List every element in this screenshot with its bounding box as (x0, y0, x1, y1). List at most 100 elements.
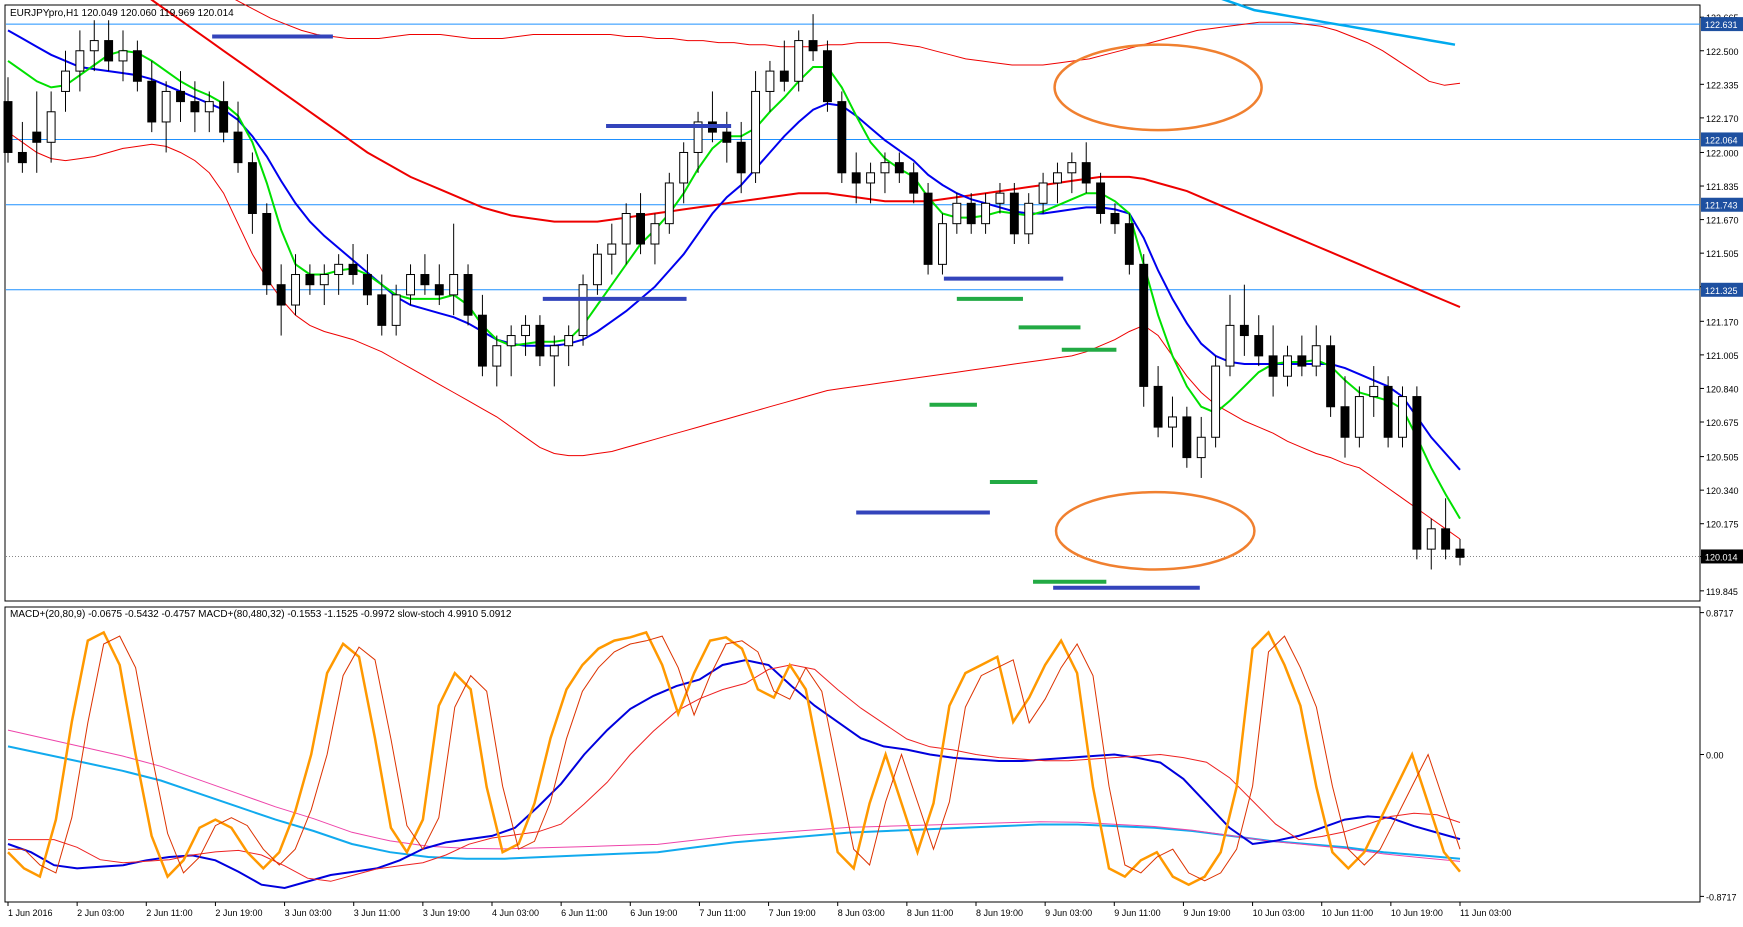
price-tick-label: 122.500 (1706, 47, 1739, 57)
candle-body (592, 253, 602, 286)
candle-body (1426, 528, 1436, 550)
time-tick-label: 4 Jun 03:00 (492, 908, 539, 918)
candle-body (1182, 416, 1192, 459)
price-tick-label: 121.835 (1706, 182, 1739, 192)
price-tick-label: 120.840 (1706, 384, 1739, 394)
price-tick-label: 120.340 (1706, 486, 1739, 496)
candle-body (866, 172, 876, 184)
candle-body (1340, 406, 1350, 438)
level-price-badge-text: 121.325 (1705, 286, 1738, 296)
candle-body (61, 70, 70, 92)
candle-body (1153, 385, 1163, 428)
price-panel-frame (4, 4, 1701, 602)
candle-body (362, 274, 372, 296)
time-tick-label: 9 Jun 03:00 (1045, 908, 1092, 918)
level-price-badge (1701, 197, 1743, 212)
long-moving-average-line (1221, 0, 1456, 46)
candle-body (650, 223, 660, 245)
stochastic-line (7, 630, 1461, 887)
candle-body (420, 274, 430, 286)
level-price-badge (1701, 17, 1743, 32)
candle-body (1412, 396, 1422, 550)
candle-body (779, 70, 789, 82)
price-tick-label: 119.845 (1706, 587, 1738, 597)
candle-body (535, 324, 545, 357)
price-tick-label: 120.175 (1706, 520, 1739, 530)
candle-body (1455, 548, 1465, 558)
candle-body (75, 50, 85, 72)
time-tick-label: 6 Jun 11:00 (561, 908, 607, 918)
candle-body (291, 274, 300, 306)
candle-body (621, 212, 631, 245)
candle-body (736, 141, 746, 174)
candle-body (1398, 396, 1407, 438)
candle-body (952, 202, 962, 225)
candle-body (492, 345, 502, 367)
level-price-badge (1701, 282, 1743, 297)
time-tick-label: 9 Jun 11:00 (1114, 908, 1160, 918)
time-tick-label: 10 Jun 19:00 (1391, 908, 1443, 918)
level-price-badge (1701, 132, 1743, 147)
candle-body (1211, 365, 1221, 438)
candle-body (1225, 324, 1235, 367)
time-tick-label: 8 Jun 11:00 (907, 908, 953, 918)
current-price-badge (1701, 549, 1743, 564)
candle-body (1009, 192, 1019, 235)
candle-body (938, 223, 947, 265)
candle-body (923, 192, 933, 265)
candle-body (1383, 385, 1393, 438)
indicator-panel-header: MACD+(20,80,9) -0.0675 -0.5432 -0.4757 M… (10, 609, 512, 620)
candle-body (319, 274, 329, 286)
candle-body (147, 80, 157, 123)
time-tick-label: 8 Jun 19:00 (976, 908, 1023, 918)
candle-body (880, 162, 890, 174)
candle-body (506, 335, 516, 347)
candle-body (837, 101, 847, 174)
candle-body (636, 212, 646, 245)
candle-body (1369, 385, 1379, 398)
candle-body (176, 90, 185, 103)
mid-moving-average-line (7, 29, 1461, 471)
price-tick-label: 122.000 (1706, 148, 1739, 158)
candle-body (1110, 212, 1120, 225)
candle-body (434, 284, 444, 296)
upper-band-line (235, 0, 1461, 86)
time-tick-label: 8 Jun 03:00 (838, 908, 885, 918)
candle-body (1081, 162, 1091, 184)
level-price-badge-text: 121.743 (1705, 201, 1738, 211)
candle-body (1239, 324, 1249, 337)
candle-body (161, 90, 171, 123)
candle-body (1139, 263, 1149, 387)
time-tick-label: 10 Jun 11:00 (1322, 908, 1373, 918)
time-tick-label: 9 Jun 19:00 (1183, 908, 1230, 918)
candle-body (17, 151, 27, 164)
candle-body (334, 263, 344, 276)
candle-body (3, 101, 13, 153)
indicator-panel: 0.8717 0.00 -0.8717 1 Jun 2016 2 Jun 03:00 2 … (7, 609, 1737, 918)
candle-body (463, 274, 473, 316)
candle-body (276, 284, 286, 306)
candle-body (348, 263, 358, 276)
candle-body (305, 274, 315, 286)
current-price-badge-text: 120.014 (1705, 552, 1738, 562)
candle-body (851, 172, 861, 184)
price-tick-label: 121.170 (1706, 317, 1739, 327)
candle-body (132, 50, 142, 82)
candle-body (1441, 528, 1451, 550)
price-panel-header: EURJPYpro,H1 120.049 120.060 119.969 120… (10, 8, 234, 19)
time-tick-label: 11 Jun 03:00 (1460, 908, 1511, 918)
candle-body (1297, 355, 1307, 367)
indicator-tick-label: 0.8717 (1706, 609, 1734, 619)
candle-body (391, 294, 401, 326)
candle-body (104, 40, 114, 62)
time-tick-label: 1 Jun 2016 (8, 908, 53, 918)
price-tick-label: 122.335 (1706, 80, 1739, 90)
candle-body (995, 192, 1005, 204)
candle-body (564, 335, 574, 347)
candle-body (894, 162, 904, 174)
candle-body (1283, 355, 1292, 377)
time-tick-label: 2 Jun 19:00 (215, 908, 262, 918)
candle-body (765, 70, 775, 92)
candle-body (1354, 396, 1364, 438)
